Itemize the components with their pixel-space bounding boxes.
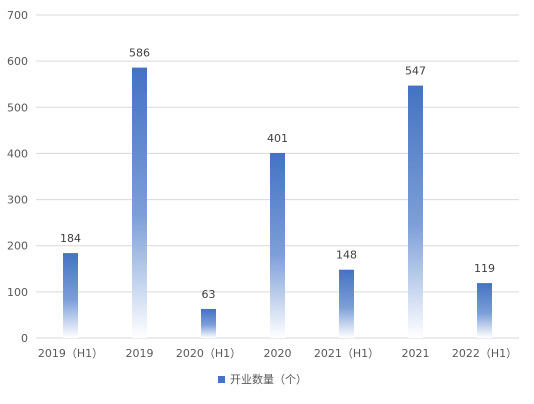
y-tick-label: 700	[7, 9, 28, 22]
bar	[408, 85, 423, 338]
x-tick-label: 2019（H1）	[38, 347, 103, 360]
y-tick-label: 600	[7, 55, 28, 68]
x-tick-label: 2021（H1）	[314, 347, 379, 360]
legend-label: 开业数量（个）	[230, 373, 307, 386]
x-tick-label: 2021	[402, 347, 430, 360]
x-tick-label: 2022（H1）	[452, 347, 517, 360]
data-label: 586	[129, 47, 150, 60]
legend: 开业数量（个）	[218, 373, 307, 386]
data-label: 63	[202, 288, 216, 301]
bar	[63, 253, 78, 338]
data-label: 148	[336, 249, 357, 262]
data-label: 119	[474, 262, 495, 275]
y-tick-label: 400	[7, 147, 28, 160]
x-tick-label: 2019	[126, 347, 154, 360]
legend-swatch	[218, 376, 225, 383]
data-label: 401	[267, 132, 288, 145]
x-axis-ticks: 2019（H1） 2019 2020（H1） 2020 2021（H1） 2021 2022…	[38, 347, 517, 360]
bars	[63, 67, 492, 339]
x-tick-label: 2020（H1）	[176, 347, 241, 360]
x-tick-label: 2020	[264, 347, 292, 360]
bar	[477, 283, 492, 338]
y-tick-label: 100	[7, 286, 28, 299]
y-tick-label: 200	[7, 240, 28, 253]
bar	[270, 152, 285, 338]
bar	[339, 269, 354, 338]
y-tick-label: 0	[21, 332, 28, 345]
y-tick-label: 300	[7, 194, 28, 207]
data-label: 547	[405, 65, 426, 78]
data-labels: 184 586 63 401 148 547 119	[60, 47, 495, 301]
y-axis-ticks: 0 100 200 300 400 500 600 700	[7, 9, 28, 345]
y-tick-label: 500	[7, 101, 28, 114]
bar	[132, 67, 147, 339]
data-label: 184	[60, 232, 81, 245]
bar	[201, 308, 216, 338]
